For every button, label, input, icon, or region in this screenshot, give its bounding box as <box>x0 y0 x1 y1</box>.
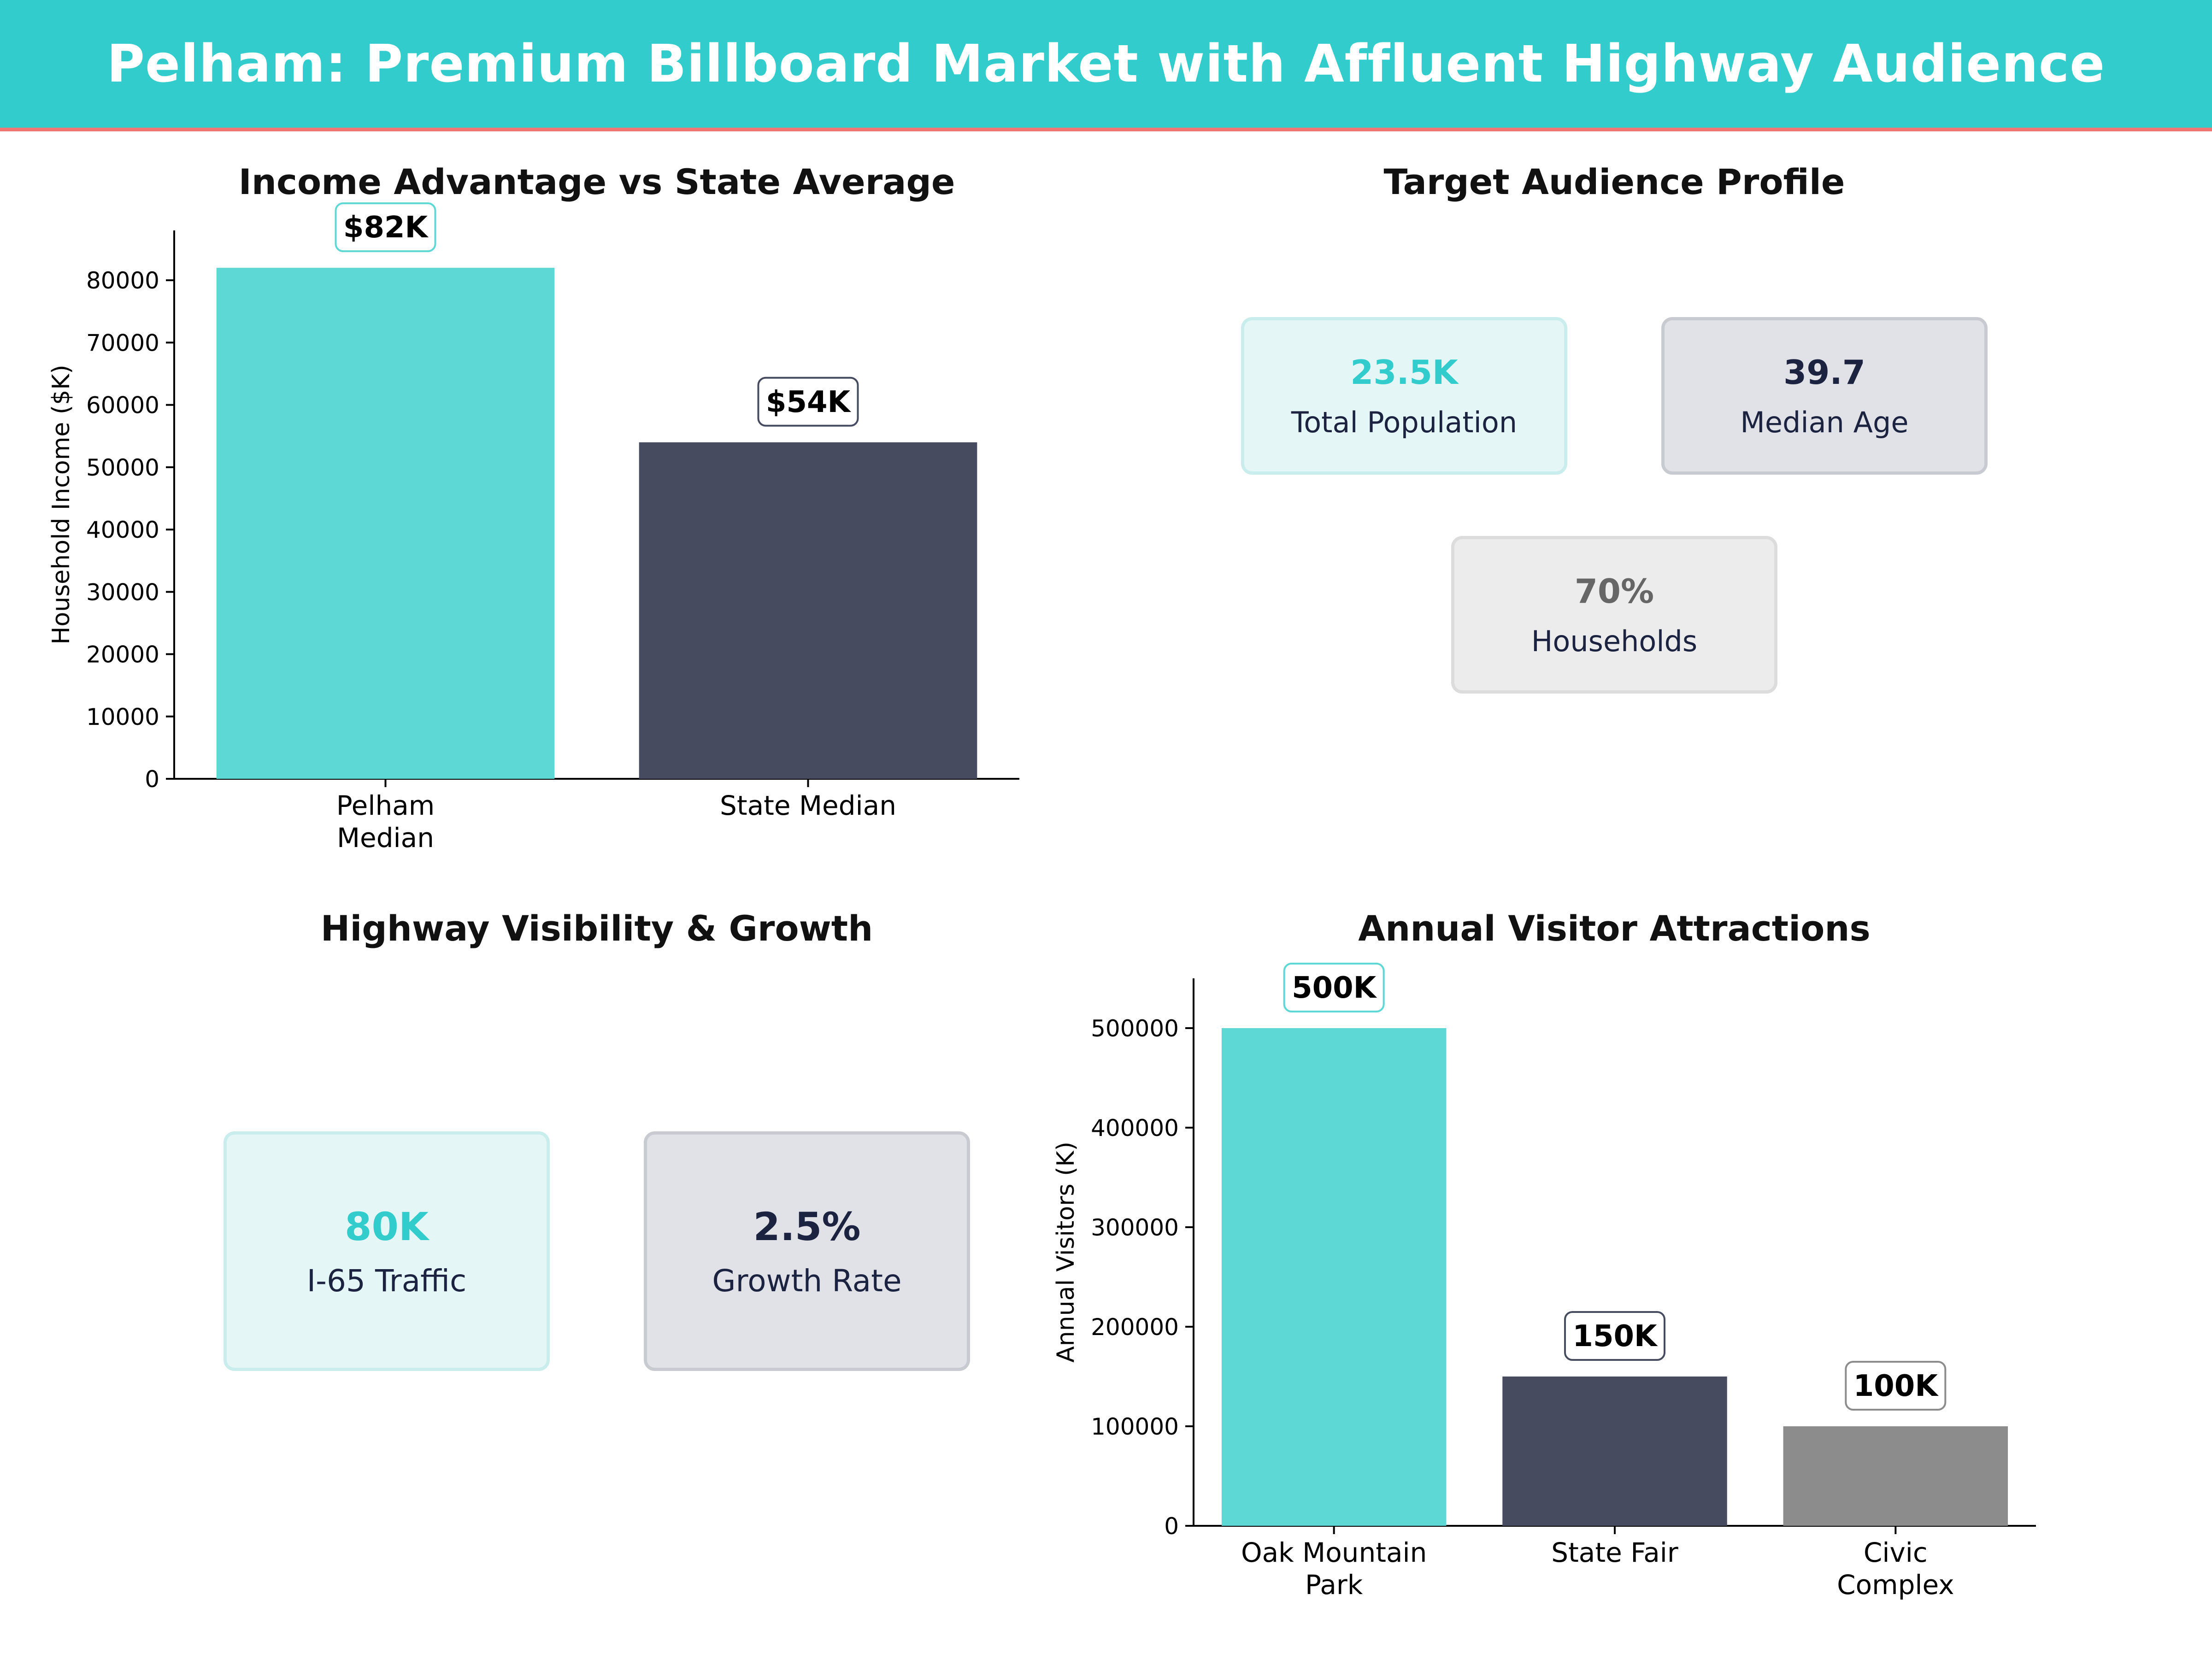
header-divider <box>0 128 2212 131</box>
y-tick-label: 30000 <box>86 579 159 606</box>
y-tick-label: 80000 <box>86 267 159 294</box>
kpi-value-population: 23.5K <box>1350 353 1458 392</box>
visitors-chart-title: Annual Visitor Attractions <box>1358 908 1871 949</box>
x-tick-label: State Fair <box>1551 1537 1678 1568</box>
data-label-box <box>335 202 436 253</box>
data-label-box <box>1845 1361 1947 1411</box>
page-title: Pelham: Premium Billboard Market with Af… <box>106 34 2106 94</box>
data-label: $54K <box>766 385 852 419</box>
y-tick-label: 0 <box>145 766 159 793</box>
y-tick-label: 0 <box>1164 1513 1179 1540</box>
data-label: 500K <box>1292 971 1377 1005</box>
y-tick-label: 20000 <box>86 641 159 668</box>
x-tick-label: State Median <box>720 790 896 821</box>
y-tick-label: 500000 <box>1091 1015 1179 1042</box>
kpi-card-households: 70% Households <box>1451 536 1777 694</box>
bar <box>1783 1426 2008 1526</box>
kpi-label-median-age: Median Age <box>1740 405 1909 439</box>
x-tick-label: Oak Mountain Park <box>1241 1537 1427 1600</box>
kpi-value-median-age: 39.7 <box>1783 353 1865 392</box>
data-label-box <box>1564 1311 1665 1361</box>
audience-panel-title: Target Audience Profile <box>1383 161 1845 202</box>
kpi-value-growth: 2.5% <box>753 1204 861 1249</box>
kpi-label-population: Total Population <box>1291 405 1518 439</box>
highway-panel-title: Highway Visibility & Growth <box>320 908 873 949</box>
header-banner: Pelham: Premium Billboard Market with Af… <box>0 0 2212 128</box>
kpi-card-median-age: 39.7 Median Age <box>1661 317 1988 475</box>
y-tick-label: 400000 <box>1091 1115 1179 1141</box>
bar <box>639 442 977 779</box>
y-tick-label: 10000 <box>86 704 159 730</box>
bar <box>1502 1377 1727 1526</box>
y-axis-label: Household Income ($K) <box>47 365 75 644</box>
y-tick-label: 60000 <box>86 392 159 419</box>
kpi-card-growth: 2.5% Growth Rate <box>644 1131 970 1371</box>
data-label: 100K <box>1853 1369 1939 1403</box>
y-tick-label: 40000 <box>86 517 159 543</box>
y-tick-label: 200000 <box>1091 1314 1179 1341</box>
x-tick-label: Pelham Median <box>336 790 435 853</box>
data-label: 150K <box>1572 1319 1658 1353</box>
kpi-card-population: 23.5K Total Population <box>1241 317 1567 475</box>
kpi-value-households: 70% <box>1574 571 1654 611</box>
y-tick-label: 70000 <box>86 329 159 356</box>
y-tick-label: 50000 <box>86 454 159 481</box>
y-tick-label: 300000 <box>1091 1214 1179 1241</box>
bar <box>1221 1028 1447 1526</box>
y-axis-label: Annual Visitors (K) <box>1052 1141 1080 1363</box>
data-label-box <box>1283 963 1385 1012</box>
data-label: $82K <box>343 211 429 245</box>
y-tick-label: 100000 <box>1091 1413 1179 1440</box>
kpi-card-traffic: 80K I-65 Traffic <box>224 1131 550 1371</box>
income-chart-title: Income Advantage vs State Average <box>238 161 955 202</box>
kpi-label-traffic: I-65 Traffic <box>306 1263 467 1299</box>
data-label-box <box>757 377 859 427</box>
kpi-value-traffic: 80K <box>345 1204 429 1249</box>
kpi-label-growth: Growth Rate <box>712 1263 902 1299</box>
kpi-label-households: Households <box>1531 624 1698 658</box>
bar <box>216 268 555 779</box>
x-tick-label: Civic Complex <box>1837 1537 1954 1600</box>
